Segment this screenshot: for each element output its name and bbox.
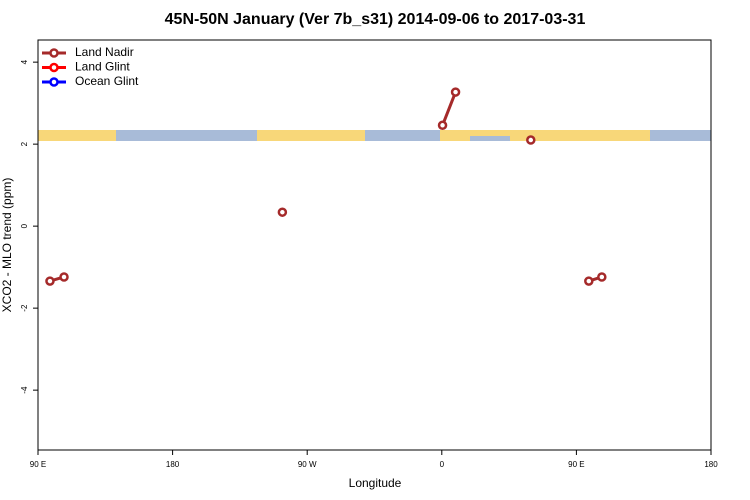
- ocean-band: [470, 136, 510, 141]
- point: [526, 135, 536, 145]
- point: [437, 120, 448, 131]
- point: [597, 272, 607, 282]
- chart-title: 45N-50N January (Ver 7b_s31) 2014-09-06 …: [165, 11, 586, 28]
- y-tick-label: 2: [20, 141, 29, 146]
- land-band: [38, 130, 116, 141]
- x-axis-label: Longitude: [349, 476, 402, 490]
- land-band: [440, 130, 650, 141]
- legend-marker: [49, 48, 59, 58]
- y-axis-label: XCO2 - MLO trend (ppm): [0, 178, 14, 313]
- legend-label: Ocean Glint: [75, 74, 139, 88]
- y-tick-label: -2: [20, 304, 29, 312]
- point: [59, 272, 69, 282]
- x-tick-label: 90 W: [298, 460, 317, 469]
- legend-marker: [49, 62, 59, 73]
- point: [450, 87, 461, 97]
- x-tick-label: 90 E: [30, 460, 46, 469]
- x-tick-label: 0: [440, 460, 445, 469]
- ocean-band: [38, 130, 711, 141]
- x-tick-label: 180: [166, 460, 180, 469]
- legend-marker: [49, 77, 59, 87]
- y-tick-label: 0: [20, 223, 29, 228]
- point: [277, 207, 288, 217]
- x-tick-label: 90 E: [568, 460, 584, 469]
- series-line: [49, 91, 603, 283]
- point: [584, 276, 594, 286]
- point: [45, 276, 55, 286]
- legend-label: Land Nadir: [75, 45, 134, 59]
- y-tick-label: 4: [20, 59, 29, 64]
- map-strip: [38, 130, 711, 141]
- legend-label: Land Glint: [75, 60, 130, 74]
- plot-frame: [37, 39, 712, 451]
- y-tick-label: -4: [20, 386, 29, 394]
- land-band: [257, 130, 365, 141]
- x-tick-label: 180: [704, 460, 718, 469]
